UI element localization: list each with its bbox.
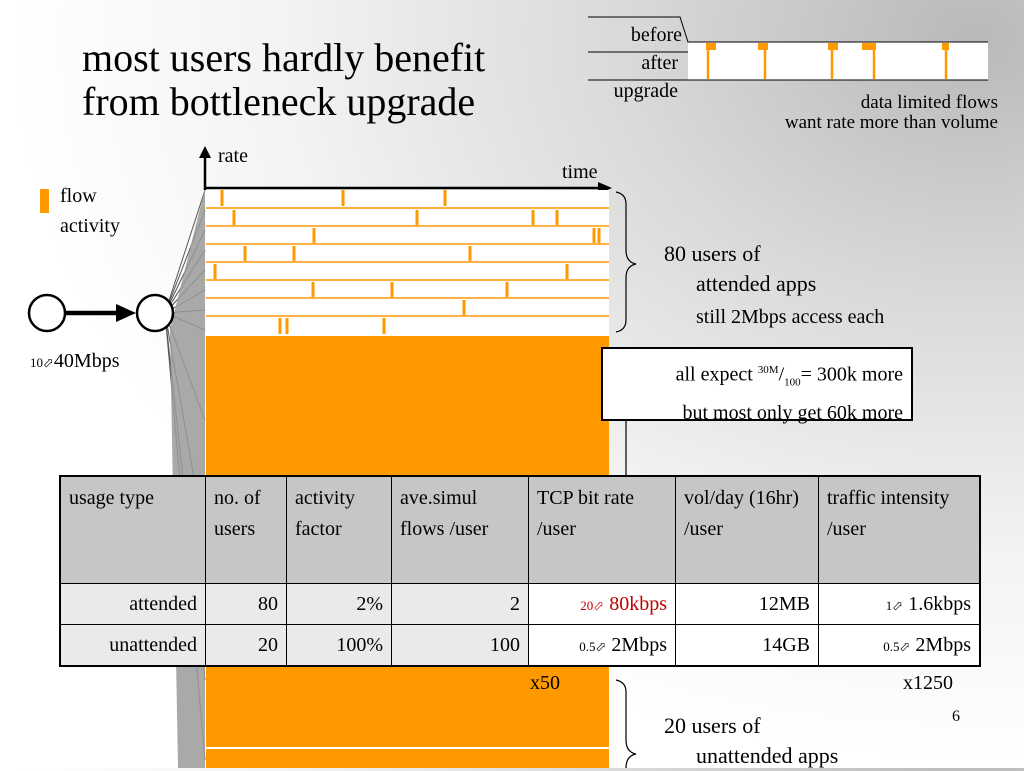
unattended-users-label: 20 users of unattended apps	[664, 711, 838, 771]
flow-label-line-1: flow	[60, 185, 97, 207]
attended-line-2: attended apps	[696, 271, 817, 296]
intensity-before: 1	[885, 597, 893, 613]
rate-multiplier: x50	[530, 672, 560, 694]
cell-intensity: 0.5⬀ 2Mbps	[818, 624, 981, 667]
attended-brace	[615, 191, 637, 333]
header-tcp-bit-rate: TCP bit rate /user	[528, 475, 676, 584]
header-ave-simul-flows: ave.simul flows /user	[391, 475, 529, 584]
cell-activity: 2%	[286, 583, 392, 625]
attended-users-label: 80 users of attended apps	[664, 239, 816, 299]
expectation-line-1: all expect 30M/100= 300k more	[675, 363, 903, 389]
cell-intensity: 1⬀ 1.6kbps	[818, 583, 981, 625]
note-data-limited: data limited flows	[860, 92, 998, 113]
rate-before: 0.5	[579, 638, 596, 654]
attended-line-1: 80 users of	[664, 241, 761, 266]
cell-tcp-rate: 0.5⬀ 2Mbps	[528, 624, 676, 667]
rate-axis-label: rate	[218, 145, 248, 167]
expect-numerator: 30M	[757, 364, 779, 376]
unattended-line-2: unattended apps	[696, 743, 839, 768]
rate-arrow-icon: ⬀	[595, 638, 607, 654]
expect-suffix: = 300k more	[800, 363, 903, 386]
note-want-rate: want rate more than volume	[784, 112, 998, 133]
header-vol-per-day: vol/day (16hr) /user	[675, 475, 819, 584]
header-traffic-intensity: traffic intensity /user	[818, 475, 981, 584]
flow-activity-ticks	[213, 190, 601, 334]
cell-flows: 100	[391, 624, 529, 667]
header-activity-factor: activity factor	[286, 475, 392, 584]
expect-denominator: 100	[784, 376, 801, 389]
capacity-to: 40Mbps	[53, 350, 120, 372]
row-dividers	[206, 207, 609, 317]
header-no-of-users: no. of users	[205, 475, 287, 584]
intensity-arrow-icon: ⬀	[899, 638, 911, 654]
link-arrowhead	[116, 304, 136, 322]
title-line-2: from bottleneck upgrade	[82, 79, 476, 124]
slide-title: most users hardly benefit from bottlenec…	[82, 36, 485, 124]
intensity-multiplier: x1250	[903, 672, 953, 694]
rate-after: 80kbps	[609, 592, 667, 615]
rate-arrow-icon: ⬀	[593, 597, 605, 613]
rate-after: 2Mbps	[611, 633, 667, 656]
header-usage-type: usage type	[59, 475, 206, 584]
intensity-arrow-icon: ⬀	[892, 597, 904, 613]
expectation-line-2: but most only get 60k more	[682, 401, 903, 424]
expect-prefix: all expect	[675, 363, 758, 386]
mini-timeline-legend	[588, 16, 988, 81]
expectation-box: all expect 30M/100= 300k more but most o…	[601, 347, 913, 424]
table-row: attended 80 2% 2 20⬀ 80kbps 12MB 1⬀ 1.6k…	[59, 583, 981, 625]
source-node	[27, 293, 67, 333]
cell-users: 80	[205, 583, 287, 625]
attended-access-label: still 2Mbps access each	[696, 306, 885, 328]
page-number: 6	[952, 708, 960, 725]
time-axis-label: time	[562, 161, 598, 183]
cell-usage-type: unattended	[59, 624, 206, 667]
flow-activity-swatch	[40, 189, 49, 213]
flow-label-line-2: activity	[60, 215, 120, 237]
cell-tcp-rate: 20⬀ 80kbps	[528, 583, 676, 625]
link-capacity-label: 10⬀40Mbps	[30, 350, 119, 373]
intensity-after: 2Mbps	[915, 633, 971, 656]
cell-volume: 12MB	[675, 583, 819, 625]
axes	[199, 146, 612, 194]
title-line-1: most users hardly benefit	[82, 35, 486, 80]
table-header-row: usage type no. of users activity factor …	[59, 475, 981, 584]
cell-usage-type: attended	[59, 583, 206, 625]
usage-table: usage type no. of users activity factor …	[59, 475, 981, 667]
cell-flows: 2	[391, 583, 529, 625]
attended-area	[206, 190, 609, 336]
cell-volume: 14GB	[675, 624, 819, 667]
cell-users: 20	[205, 624, 287, 667]
table-row: unattended 20 100% 100 0.5⬀ 2Mbps 14GB 0…	[59, 624, 981, 667]
legend-before-label: before	[630, 24, 682, 46]
legend-upgrade-label: upgrade	[613, 80, 678, 102]
unattended-brace	[615, 679, 637, 768]
link-graphic	[27, 293, 175, 333]
cell-activity: 100%	[286, 624, 392, 667]
intensity-before: 0.5	[883, 638, 900, 654]
unattended-line-1: 20 users of	[664, 713, 761, 738]
flow-activity-label: flow activity	[60, 181, 120, 241]
intensity-after: 1.6kbps	[908, 592, 971, 615]
bottleneck-node	[135, 293, 175, 333]
legend-after-label: after	[641, 52, 678, 74]
capacity-from: 10	[30, 355, 43, 370]
rate-before: 20	[580, 597, 594, 613]
upgrade-arrow-icon: ⬀	[43, 355, 54, 370]
